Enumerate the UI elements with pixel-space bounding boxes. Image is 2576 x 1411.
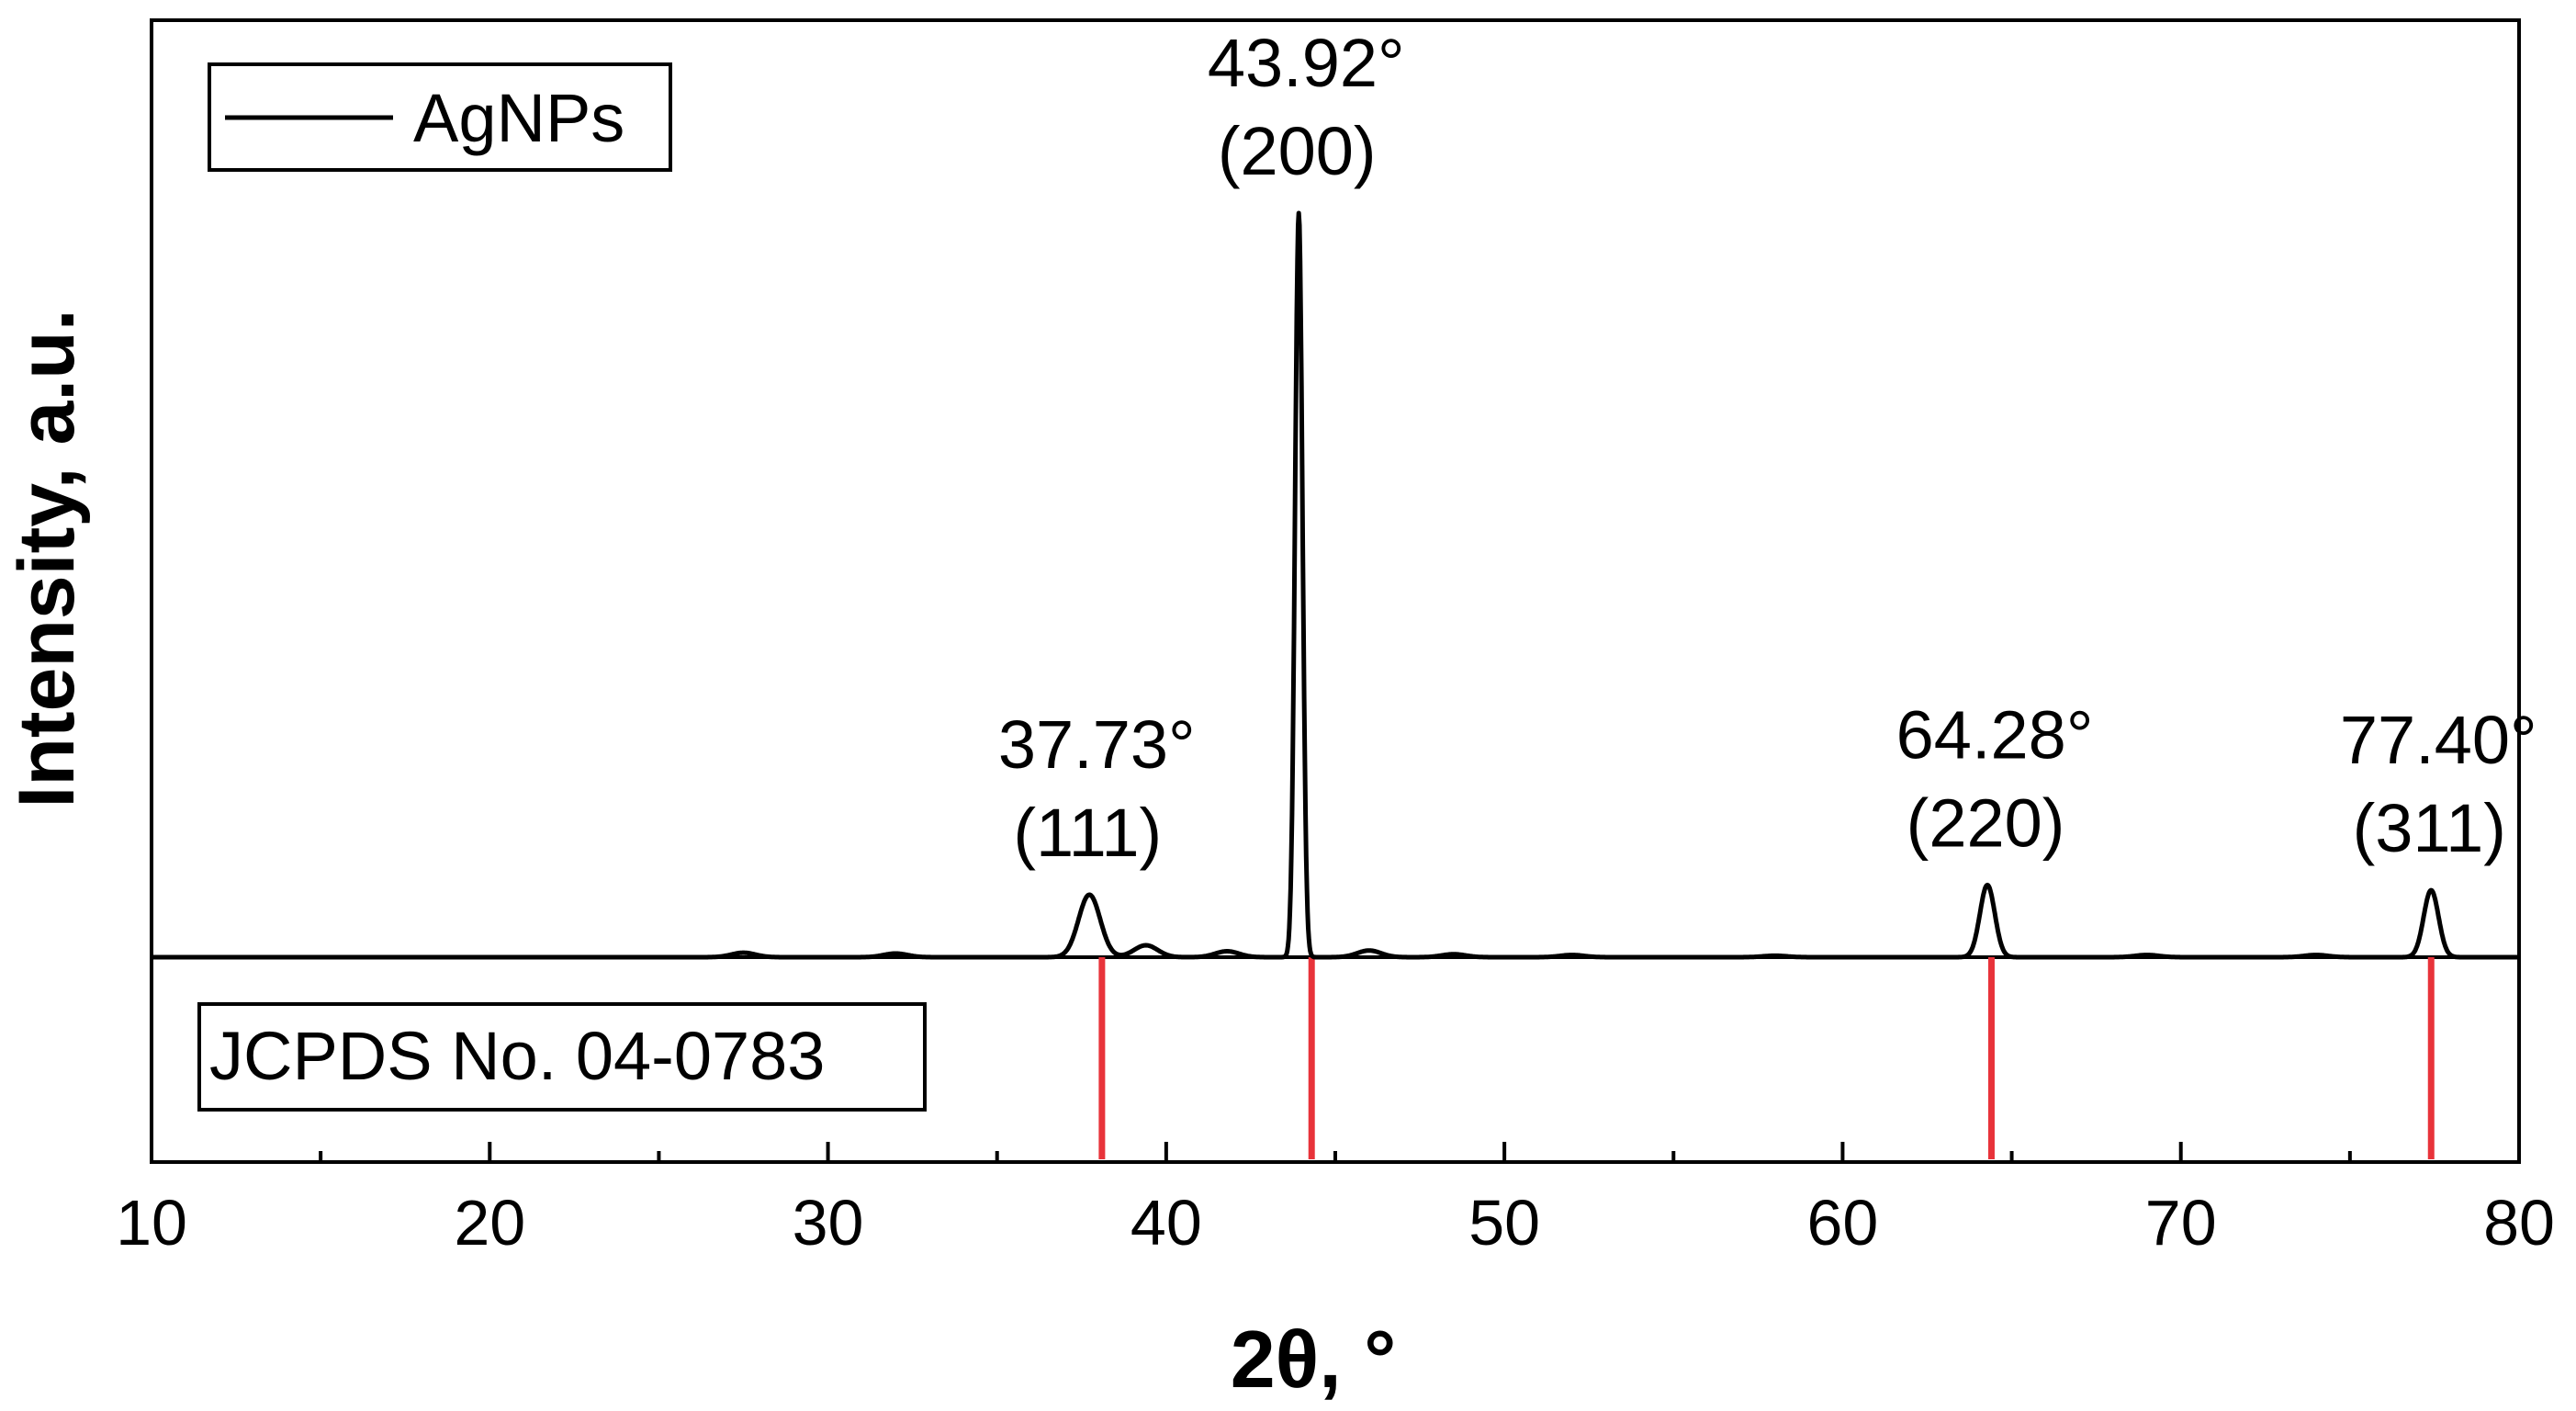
peak-hkl-label-2: (200) — [1218, 113, 1377, 189]
series-line-agnps — [150, 210, 2521, 960]
legend: AgNPs — [208, 62, 672, 172]
plot-frame — [150, 18, 2521, 1164]
peak-hkl-label-1: (111) — [1013, 795, 1162, 871]
reference-label: JCPDS No. 04-0783 — [197, 1002, 927, 1112]
x-tick-label-60: 60 — [1806, 1187, 1878, 1259]
x-tick-label-20: 20 — [454, 1187, 525, 1259]
peak-angle-label-3: 64.28° — [1896, 696, 2094, 773]
x-axis-tick-labels: 10 20 30 40 50 60 70 80 — [116, 1187, 2555, 1259]
x-tick-label-50: 50 — [1468, 1187, 1540, 1259]
peak-hkl-label-3: (220) — [1907, 785, 2065, 861]
legend-label-agnps: AgNPs — [413, 80, 624, 156]
peak-angle-label-1: 37.73° — [998, 706, 1196, 783]
x-tick-label-70: 70 — [2145, 1187, 2217, 1259]
peak-annotations: 37.73° (111) 43.92° (200) 64.28° (220) 77.40° (… — [998, 25, 2537, 871]
x-tick-label-10: 10 — [116, 1187, 187, 1259]
x-tick-label-40: 40 — [1131, 1187, 1202, 1259]
x-tick-label-30: 30 — [793, 1187, 864, 1259]
x-axis-ticks — [150, 1142, 2521, 1162]
reference-box — [197, 1002, 927, 1112]
x-tick-label-80: 80 — [2483, 1187, 2555, 1259]
peak-angle-label-2: 43.92° — [1208, 25, 1405, 101]
peak-hkl-label-4: (311) — [2353, 790, 2506, 866]
peak-angle-label-4: 77.40° — [2340, 702, 2537, 778]
reference-text: JCPDS No. 04-0783 — [209, 1018, 825, 1094]
y-axis-title: Intensity, a.u. — [3, 309, 91, 807]
x-axis-title: 2θ, ° — [1231, 1314, 1397, 1405]
reference-lines — [1098, 957, 2435, 1159]
